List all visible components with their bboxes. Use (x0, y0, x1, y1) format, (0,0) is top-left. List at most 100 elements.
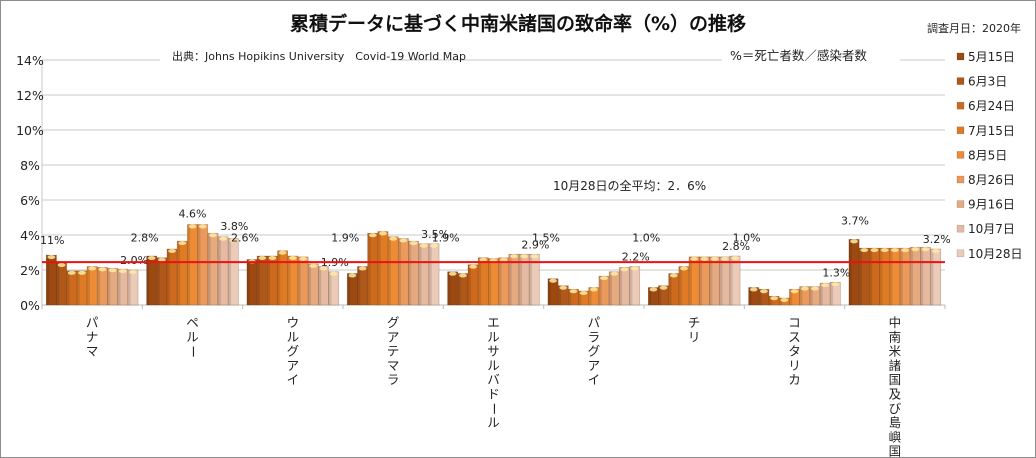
bar-shade (388, 236, 391, 305)
bar-cap (299, 256, 307, 261)
legend-swatch (956, 151, 965, 159)
bar-cap (47, 255, 56, 260)
bar-cap (98, 267, 107, 272)
bar-shade (156, 257, 160, 305)
bar-shade (699, 256, 703, 305)
category-label-char: バ (487, 372, 500, 387)
legend-swatch (956, 52, 965, 61)
bar-cap (499, 257, 508, 262)
legend-swatch (956, 249, 965, 258)
category-label-char: ル (186, 329, 199, 344)
bar-cap (749, 287, 758, 292)
category-label-char: パ (86, 315, 99, 330)
bar-cap (520, 254, 528, 259)
legend-label: 8月26日 (968, 173, 1015, 187)
bar-cap (530, 254, 539, 259)
category-label-char: 南 (889, 329, 902, 344)
source-note: 出典：Johns Hopikins University Covid-19 Wo… (172, 49, 466, 63)
bar-cap (188, 224, 197, 229)
bar-shade (648, 287, 652, 305)
category-label-char: コ (788, 315, 801, 330)
formula-note: %＝死亡者数／感染者数 (730, 48, 867, 63)
bar (117, 268, 129, 306)
bar-cap (278, 250, 287, 255)
category-label-char: パ (588, 315, 601, 330)
bar-cap (368, 233, 377, 238)
bar-cap (459, 273, 467, 278)
bar-shade (578, 291, 582, 305)
legend-swatch (956, 101, 965, 110)
data-label: 3.2% (923, 233, 951, 246)
category-label-char: ー (487, 403, 502, 416)
bar (930, 248, 942, 306)
bar-shade (629, 266, 633, 305)
y-tick-label: 4% (20, 228, 40, 243)
data-labels: 11%2.0%2.8%3.8%4.6%2.6%1.9%1.9% 3.5%1.9%2… (40, 208, 951, 280)
category-label-char: ア (387, 329, 400, 344)
bar-shade (789, 289, 793, 305)
y-axis-ticks: 0% 2% 4% 6% 8% 10% 12% 14% (16, 53, 44, 313)
bar-cap (831, 282, 840, 287)
data-label: 2.6% (231, 231, 259, 244)
bar-cap (309, 263, 318, 268)
bar-shade (228, 238, 232, 305)
bar-shade (347, 273, 351, 305)
source-bg (160, 48, 390, 64)
bar-shade (87, 266, 90, 305)
bar (729, 255, 741, 306)
bar-shade (769, 296, 772, 305)
category-label-char: ド (487, 387, 500, 402)
category-label-char: サ (487, 344, 500, 359)
category-label-char: カ (788, 372, 801, 387)
bar-cap (88, 266, 97, 271)
category-label-char: イ (588, 372, 601, 387)
bar (127, 269, 139, 306)
bar-cap (850, 239, 858, 244)
bar-shade (529, 254, 533, 305)
bar-cap (890, 248, 899, 253)
bar-shade (207, 233, 211, 305)
category-label-char: イ (287, 372, 300, 387)
legend-label: 7月15日 (968, 124, 1015, 138)
category-label-char: マ (387, 358, 400, 373)
category-label-char: ラ (588, 329, 601, 344)
category-label-char: テ (387, 344, 400, 359)
bar-shade (488, 258, 492, 305)
legend-label: 10月7日 (968, 222, 1015, 236)
bar-cap (620, 267, 629, 272)
bar-shade (709, 256, 713, 305)
bar-cap (57, 263, 66, 267)
bar-shade (830, 282, 834, 305)
bar-shade (146, 256, 150, 305)
category-label-char: 国 (889, 372, 902, 387)
bar-shade (558, 285, 561, 305)
bar-shade (689, 256, 692, 305)
data-label: 1.0% (733, 231, 761, 244)
bar-cap (700, 256, 709, 261)
category-labels: パナマペルーウルグアイグアテマラエルサルバドールパラグアイチリコスタリカ中南米諸… (86, 315, 902, 458)
y-tick-label: 14% (16, 53, 44, 68)
category-label-char: ア (588, 358, 601, 373)
bar-cap (760, 289, 768, 294)
bar-cap (610, 271, 619, 276)
category-label-char: チ (688, 315, 701, 330)
bar-cap (348, 273, 357, 278)
bar-shade (920, 247, 924, 305)
category-label-char: グ (588, 344, 601, 359)
data-label: 1.9% (331, 231, 359, 244)
bar-shade (498, 257, 502, 305)
bar (66, 270, 78, 306)
data-label: 1.9% (432, 231, 460, 244)
bar-cap (880, 248, 889, 253)
bar-cap (147, 256, 156, 260)
bar-shade (889, 248, 893, 305)
legend-label: 6月3日 (968, 75, 1007, 89)
bar-shade (76, 270, 80, 305)
bar-cap (479, 257, 488, 262)
bar-shade (167, 249, 170, 305)
category-label-char: 島 (889, 415, 902, 430)
bar-shade (97, 267, 101, 305)
legend-label: 5月15日 (968, 50, 1015, 64)
bar-shade (398, 238, 402, 305)
x-axis (41, 305, 946, 309)
